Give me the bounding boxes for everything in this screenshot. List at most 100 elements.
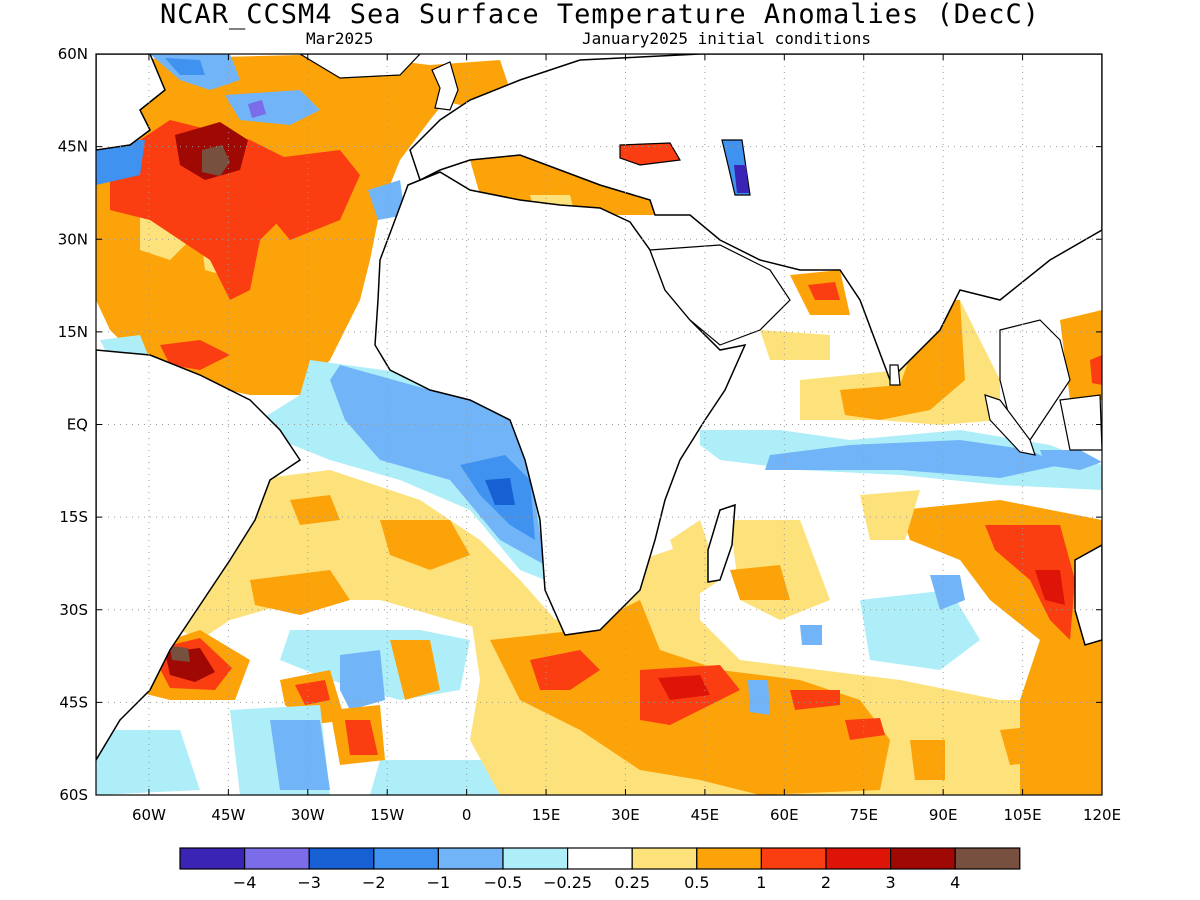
south-atlantic-red-2 xyxy=(295,680,330,705)
australia-land xyxy=(1074,544,1102,646)
colorbar-swatch xyxy=(566,847,633,870)
west-australia-red xyxy=(985,525,1075,640)
northeast-atlantic-purple xyxy=(248,100,266,118)
north-america-land xyxy=(96,54,166,151)
madagascar-east-orange xyxy=(730,565,790,600)
colorbar-swatch xyxy=(308,847,375,870)
lon-tick-label: 0 xyxy=(462,806,472,824)
continents xyxy=(96,54,1102,762)
agulhas-red-4 xyxy=(845,718,885,740)
black-sea-water xyxy=(619,142,681,166)
colorbar-swatch xyxy=(502,847,569,870)
north-atlantic-red xyxy=(110,120,300,300)
lon-tick-label: 90E xyxy=(929,806,958,824)
colorbar-label: 0.5 xyxy=(684,873,709,892)
south-atlantic-orange-5 xyxy=(390,640,440,700)
southern-ocean-blue xyxy=(270,720,330,790)
colorbar-label: 0.25 xyxy=(614,873,650,892)
agulhas-red xyxy=(530,650,600,690)
lon-tick-label: 15E xyxy=(532,806,561,824)
iberia-blue xyxy=(368,180,405,220)
west-australia-yellow xyxy=(860,490,920,540)
arabian-sea-yellow xyxy=(760,330,830,360)
colorbar-swatch xyxy=(631,847,698,870)
lat-tick-label: EQ xyxy=(67,416,88,434)
sumatra-land xyxy=(984,394,1036,456)
greenland-land xyxy=(298,54,421,79)
labrador-blue-2 xyxy=(165,58,205,75)
borneo-land xyxy=(1059,394,1102,451)
colorbar-label: 2 xyxy=(821,873,831,892)
lon-tick-label: 60E xyxy=(770,806,799,824)
lat-tick-label: 45N xyxy=(58,138,88,156)
south-atlantic-orange xyxy=(380,520,470,570)
lat-tick-label: 60N xyxy=(58,45,88,63)
indochina-land xyxy=(999,319,1071,441)
madagascar-land xyxy=(707,503,736,583)
colorbar-label: 3 xyxy=(886,873,896,892)
colorbar-swatch xyxy=(179,847,246,870)
equatorial-atlantic-blue xyxy=(330,365,545,565)
colorbar-label: −4 xyxy=(233,873,257,892)
south-atlantic-blue xyxy=(340,650,385,710)
colorbar-swatch xyxy=(825,847,892,870)
latitude-labels: 60N 45N 30N 15N EQ 15S 30S 45S 60S xyxy=(58,45,88,804)
lon-tick-label: 30W xyxy=(291,806,325,824)
axis-ticks xyxy=(96,53,1103,796)
colorbar-label: 4 xyxy=(950,873,960,892)
colorbar-label: −0.25 xyxy=(543,873,592,892)
south-indian-orange-2 xyxy=(1000,725,1060,765)
colorbar-swatch xyxy=(437,847,504,870)
africa-land xyxy=(374,171,747,636)
uk-land xyxy=(431,61,459,111)
initial-conditions: January2025 initial conditions xyxy=(582,29,871,48)
colorbar-swatch xyxy=(696,847,762,870)
south-atlantic-orange-3 xyxy=(290,495,340,525)
arabian-sea-red xyxy=(808,282,840,300)
southern-ocean-red xyxy=(345,720,378,755)
lon-tick-label: 15W xyxy=(370,806,404,824)
colorbar-swatch xyxy=(954,847,1021,870)
lon-tick-label: 60W xyxy=(132,806,166,824)
lat-tick-label: 30S xyxy=(59,601,88,619)
tropical-atlantic-red xyxy=(160,340,230,370)
lat-tick-label: 60S xyxy=(59,786,88,804)
colorbar xyxy=(179,847,1021,870)
colorbar-label: −2 xyxy=(362,873,386,892)
colorbar-label: −0.5 xyxy=(484,873,523,892)
chart-title: NCAR_CCSM4 Sea Surface Temperature Anoma… xyxy=(159,0,1041,30)
colorbar-swatch xyxy=(244,847,310,870)
arabian-peninsula-land xyxy=(649,244,791,346)
java-blue xyxy=(1040,450,1102,470)
forecast-month: Mar2025 xyxy=(306,29,374,48)
colorbar-label: −1 xyxy=(427,873,451,892)
brazil-malvinas-brown xyxy=(170,646,190,662)
colorbar-swatch xyxy=(889,847,956,870)
south-america-land xyxy=(96,349,302,762)
south-indian-cyan xyxy=(860,590,980,670)
canada-coast-blue xyxy=(96,140,145,185)
north-atlantic-red-2 xyxy=(260,150,360,240)
gulf-stream-brown xyxy=(202,145,230,176)
caspian-water-dark xyxy=(734,165,749,193)
lon-tick-label: 45W xyxy=(211,806,245,824)
south-atlantic-orange-2 xyxy=(250,570,350,615)
lon-tick-label: 30E xyxy=(611,806,640,824)
colorbar-swatch xyxy=(760,847,827,870)
south-china-sea-orange xyxy=(1060,310,1102,400)
lat-tick-label: 15S xyxy=(59,508,88,526)
south-indian-blue xyxy=(930,575,965,610)
south-china-sea-red xyxy=(1090,355,1102,385)
agulhas-darkred xyxy=(658,675,710,700)
south-indian-blue-2 xyxy=(748,680,770,715)
europe-land xyxy=(409,54,1102,382)
lon-tick-label: 105E xyxy=(1004,806,1042,824)
colorbar-label: 1 xyxy=(756,873,766,892)
sri-lanka-land xyxy=(889,364,901,386)
colorbar-labels: −4 −3 −2 −1 −0.5 −0.25 0.25 0.5 1 2 3 4 xyxy=(233,873,960,892)
lon-tick-label: 45E xyxy=(691,806,720,824)
colorbar-swatch xyxy=(373,847,439,870)
west-australia-darkred xyxy=(1035,570,1065,605)
colorbar-label: −3 xyxy=(297,873,321,892)
